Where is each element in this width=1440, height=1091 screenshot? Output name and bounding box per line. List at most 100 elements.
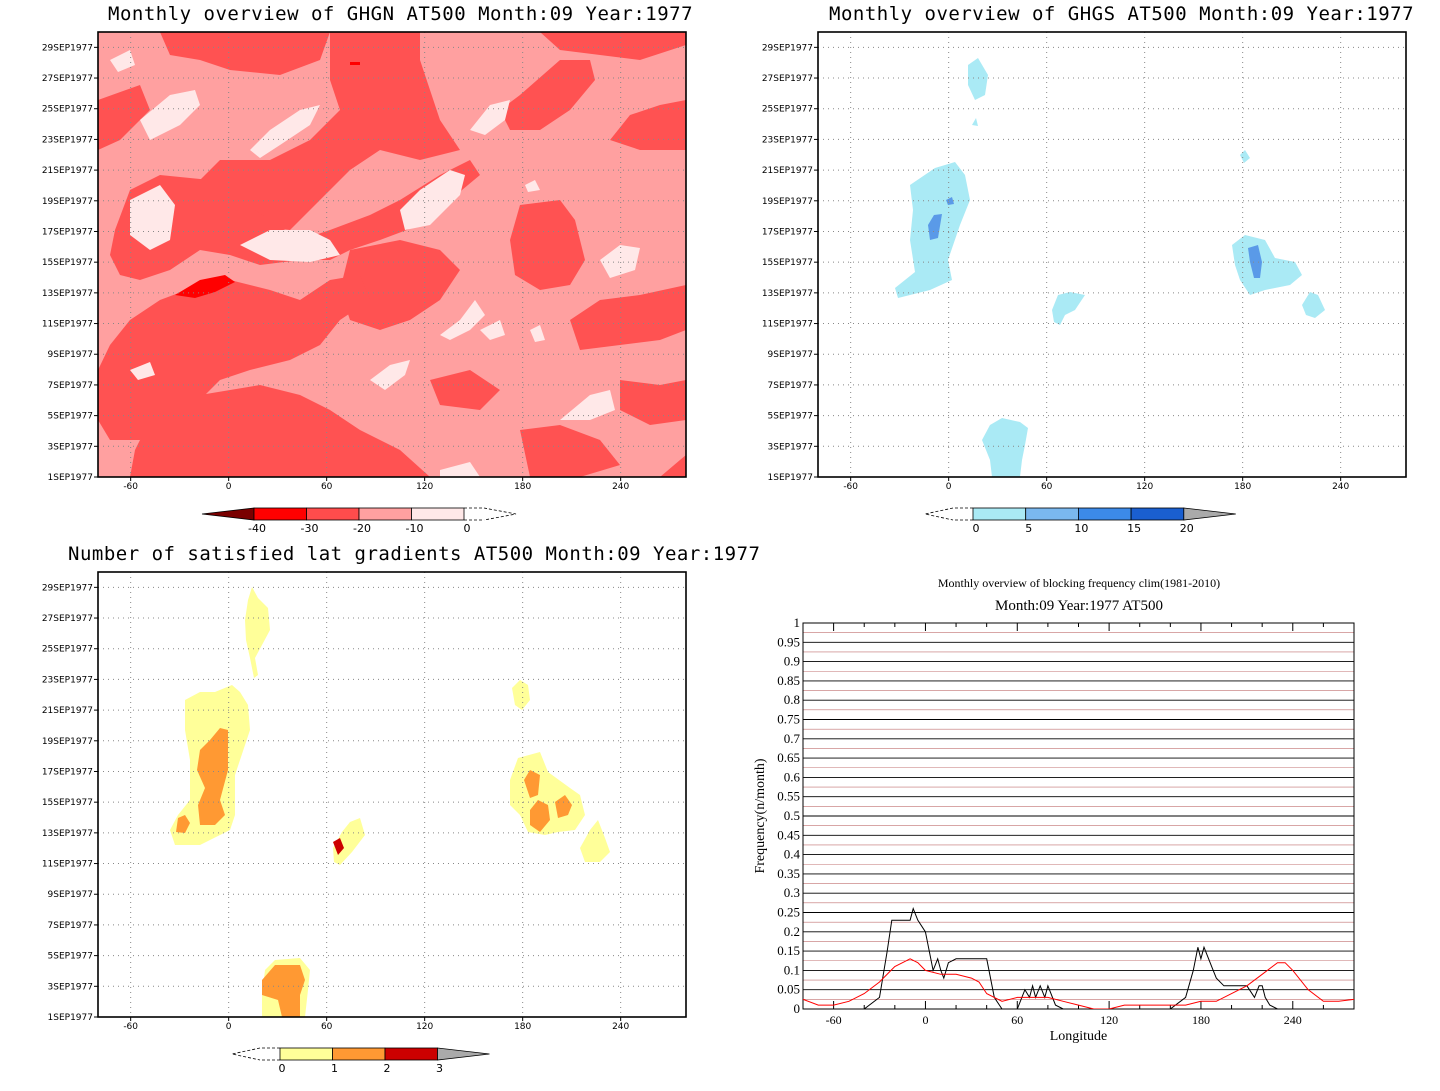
- y-tick-label: 3SEP1977: [48, 442, 93, 452]
- y-tick-label: 13SEP1977: [42, 829, 93, 839]
- ghgs-map: 1SEP1977 3SEP1977 5SEP1977 7SEP1977 9SEP1977…: [762, 31, 1407, 535]
- contour-region: [176, 815, 190, 833]
- x-tick-label: 60: [321, 482, 333, 492]
- colorbar-label: 10: [1074, 522, 1088, 535]
- contour-region: [520, 425, 620, 477]
- contour-region: [946, 197, 954, 205]
- contour-region: [110, 50, 135, 72]
- grad-map: 1SEP1977 3SEP1977 5SEP1977 7SEP1977 9SEP1977…: [42, 571, 687, 1075]
- y-tick-label: 13SEP1977: [762, 289, 813, 299]
- x-tick-label: -60: [123, 482, 138, 492]
- y-tick-label: 0.4: [784, 847, 801, 862]
- contour-region: [500, 60, 595, 130]
- contour-region: [560, 390, 615, 420]
- ghgn-title: Monthly overview of GHGN AT500 Month:09 …: [108, 3, 694, 25]
- x-tick-label: 120: [416, 1022, 433, 1032]
- y-tick-label: 23SEP1977: [42, 675, 93, 685]
- y-tick-label: 19SEP1977: [42, 197, 93, 207]
- colorbar-label: 0: [973, 522, 980, 535]
- y-tick-label: 25SEP1977: [42, 645, 93, 655]
- y-tick-label: 19SEP1977: [42, 737, 93, 747]
- contour-region: [262, 965, 305, 1017]
- contour-region: [130, 362, 155, 380]
- colorbar-label: 20: [1180, 522, 1194, 535]
- x-tick-label: 180: [514, 1022, 531, 1032]
- contour-region: [333, 818, 365, 865]
- colorbar-label: 5: [1025, 522, 1032, 535]
- colorbar-extend-right: [437, 1047, 490, 1061]
- x-tick-label: -60: [826, 1013, 842, 1027]
- y-tick-label: 0.15: [777, 943, 800, 958]
- colorbar-segment: [384, 1047, 438, 1061]
- colorbar-segment: [1077, 507, 1132, 521]
- ghgn-map: 1SEP1977 3SEP1977 5SEP1977 7SEP1977 9SEP1977…: [42, 31, 687, 535]
- ghgn-panel: Monthly overview of GHGN AT500 Month:09 …: [0, 0, 720, 545]
- y-tick-label: 21SEP1977: [762, 166, 813, 176]
- y-tick-label: 7SEP1977: [48, 381, 93, 391]
- series-line-red: [803, 958, 1354, 1009]
- y-axis-label: Frequency(n/month): [753, 758, 768, 873]
- contour-region: [245, 587, 270, 678]
- contour-region: [1240, 150, 1250, 163]
- y-tick-label: 11SEP1977: [42, 320, 93, 330]
- contour-region: [333, 838, 344, 855]
- plot-frame: [97, 31, 687, 478]
- y-tick-label: 9SEP1977: [48, 890, 93, 900]
- x-tick-label: 0: [226, 1022, 232, 1032]
- colorbar-segment: [972, 507, 1027, 521]
- y-tick-label: 29SEP1977: [42, 583, 93, 593]
- colorbar-label: 3: [436, 1062, 443, 1075]
- y-tick-label: 1SEP1977: [768, 473, 813, 483]
- colorbar-segment: [332, 1047, 386, 1061]
- y-tick-label: 25SEP1977: [762, 105, 813, 115]
- y-tick-label: 27SEP1977: [762, 74, 813, 84]
- y-tick-label: 1: [794, 615, 801, 630]
- y-tick-label: 7SEP1977: [768, 381, 813, 391]
- contour-region: [620, 380, 686, 425]
- contour-region: [540, 32, 686, 60]
- grad-panel: Number of satisfied lat gradients AT500 …: [0, 540, 760, 1091]
- y-tick-label: 29SEP1977: [42, 43, 93, 53]
- y-tick-label: 11SEP1977: [42, 860, 93, 870]
- x-axis-label: Longitude: [1050, 1029, 1108, 1044]
- contour-region: [982, 418, 1028, 477]
- colorbar-label: 1: [331, 1062, 338, 1075]
- y-tick-label: 5SEP1977: [48, 952, 93, 962]
- y-tick-label: 0.55: [777, 789, 800, 804]
- x-tick-label: 180: [1192, 1013, 1210, 1027]
- y-tick-label: 0.35: [777, 866, 800, 881]
- y-tick-label: 15SEP1977: [42, 258, 93, 268]
- y-tick-label: 15SEP1977: [762, 258, 813, 268]
- x-tick-label: 240: [612, 482, 629, 492]
- contour-field: [98, 32, 686, 477]
- colorbar-segment: [411, 507, 465, 521]
- y-tick-label: 5SEP1977: [48, 412, 93, 422]
- y-tick-label: 0.85: [777, 673, 800, 688]
- contour-region: [140, 90, 200, 140]
- x-tick-label: -60: [123, 1022, 138, 1032]
- contour-region: [530, 325, 545, 342]
- contour-region: [580, 820, 610, 862]
- y-tick-label: 0.65: [777, 750, 800, 765]
- y-tick-label: 0.75: [777, 712, 800, 727]
- contour-region: [200, 32, 460, 230]
- freq-subtitle: Month:09 Year:1977 AT500: [995, 598, 1163, 614]
- x-tick-label: 180: [1234, 482, 1251, 492]
- contour-region: [530, 800, 550, 832]
- y-tick-label: 0.7: [784, 731, 801, 746]
- contour-region: [660, 455, 686, 477]
- y-tick-label: 0: [794, 1001, 801, 1016]
- contour-region: [430, 370, 500, 410]
- colorbar-extend-left: [201, 507, 255, 521]
- contour-region: [1302, 292, 1325, 318]
- ghgs-colorbar: 0 5 10 15 20: [924, 507, 1236, 535]
- y-tick-label: 17SEP1977: [42, 227, 93, 237]
- ghgn-colorbar: -40 -30 -20 -10 0: [201, 507, 517, 535]
- contour-region: [197, 728, 228, 825]
- contour-region: [570, 285, 686, 350]
- contour-region: [240, 230, 340, 262]
- y-tick-label: 3SEP1977: [48, 982, 93, 992]
- ghgs-panel: Monthly overview of GHGS AT500 Month:09 …: [720, 0, 1440, 545]
- frequency-plot: 0 0.05 0.1 0.15 0.2 0.25 0.3 0.35 0.4 0.45 0.5 0.55…: [753, 615, 1355, 1044]
- contour-region: [160, 32, 330, 75]
